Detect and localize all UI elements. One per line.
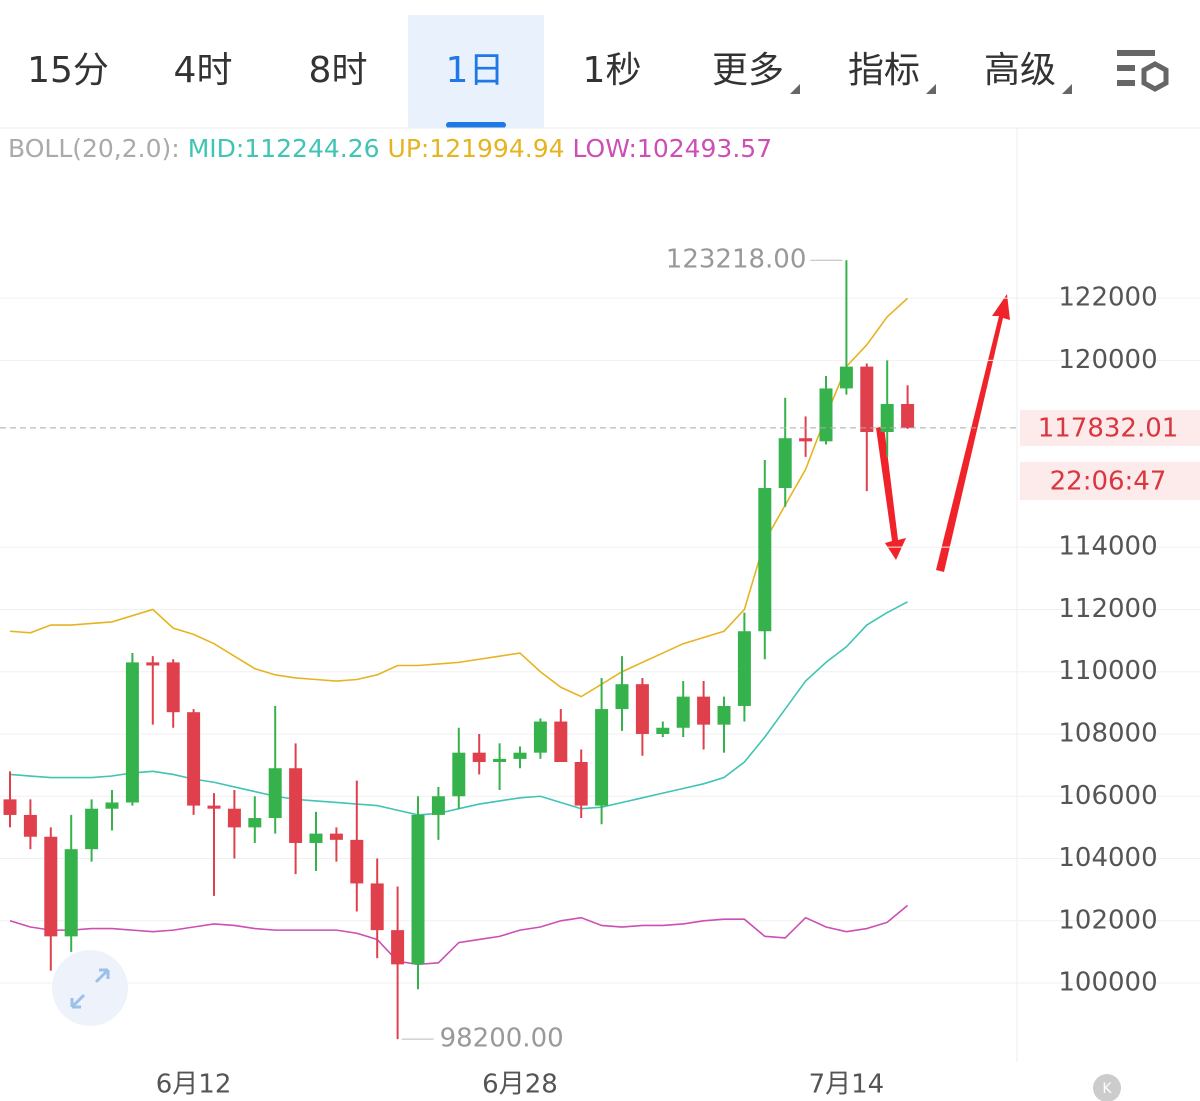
tab[interactable]: 1秒 — [583, 50, 642, 91]
y-tick-label: 108000 — [1058, 718, 1157, 748]
x-tick-label: 6月28 — [482, 1070, 558, 1100]
candle-body — [370, 883, 384, 931]
candle-body — [778, 438, 792, 489]
annotation-arrows — [876, 294, 1010, 572]
active-tab-indicator — [446, 122, 506, 128]
y-tick-label: 114000 — [1058, 532, 1157, 562]
y-tick-label: 100000 — [1058, 968, 1157, 998]
y-tick-label: 102000 — [1058, 905, 1157, 935]
dropdown-caret — [1062, 84, 1072, 94]
y-tick-label: 106000 — [1058, 781, 1157, 811]
icon-bar — [1117, 80, 1135, 86]
candle-body — [248, 818, 262, 828]
y-tick-label: 104000 — [1058, 843, 1157, 873]
k-icon: K — [1102, 1081, 1112, 1097]
icon-hex — [1141, 61, 1169, 92]
candle-body — [85, 808, 99, 850]
candle-body — [635, 684, 649, 734]
candle-body — [146, 662, 160, 666]
indicator-name: BOLL(20,2.0): — [8, 134, 180, 163]
candle-body — [819, 388, 833, 442]
candle-body — [697, 696, 711, 725]
candle-body — [452, 752, 466, 797]
candle-body — [839, 366, 853, 389]
tab[interactable]: 更多 — [712, 50, 784, 91]
settings-icon[interactable] — [1117, 50, 1169, 92]
candle-body — [595, 709, 609, 806]
tab[interactable]: 8时 — [309, 50, 368, 91]
high-label: 123218.00 — [666, 245, 807, 275]
candle-body — [166, 662, 180, 713]
expand-icon — [70, 968, 110, 1009]
candle-body — [615, 684, 629, 710]
timer-bg — [1020, 461, 1200, 500]
candle-body — [676, 696, 690, 728]
price-tag: 117832.01 — [1038, 413, 1179, 443]
candle-body — [64, 849, 78, 937]
x-tick-label: 6月12 — [156, 1070, 232, 1100]
icon-bar — [1117, 65, 1135, 71]
candle-body — [329, 833, 343, 840]
candle-body — [799, 438, 813, 442]
candle-body — [533, 721, 547, 753]
indicator-legend: BOLL(20,2.0): MID:112244.26 UP:121994.94 LO… — [8, 134, 772, 163]
low-label: 98200.00 — [440, 1024, 564, 1054]
candle-body — [554, 721, 568, 763]
arrow-down — [876, 426, 906, 560]
x-tick-label: 7月14 — [809, 1070, 885, 1100]
boll-line — [9, 904, 909, 966]
candle-body — [901, 403, 915, 428]
tab[interactable]: 15分 — [27, 50, 109, 91]
y-tick-label: 122000 — [1058, 283, 1157, 313]
candle-body — [860, 366, 874, 432]
candle-body — [187, 712, 201, 806]
tab[interactable]: 4时 — [174, 50, 233, 91]
dropdown-caret — [926, 84, 936, 94]
candle-body — [3, 799, 17, 815]
indicator-low: LOW:102493.57 — [573, 134, 773, 163]
y-tick-label: 112000 — [1058, 594, 1157, 624]
candle-body — [880, 403, 894, 432]
k-button[interactable] — [1093, 1074, 1121, 1101]
candle-body — [493, 758, 507, 763]
tab[interactable]: 1日 — [446, 50, 505, 91]
expand-button[interactable] — [52, 950, 128, 1026]
candle-body — [23, 814, 37, 837]
candle-body — [431, 796, 445, 815]
candle-body — [105, 802, 119, 809]
candle-body — [289, 768, 303, 843]
indicator-up: UP:121994.94 — [388, 134, 565, 163]
candle-body — [391, 930, 405, 965]
candle-body — [758, 488, 772, 632]
y-tick-label: 110000 — [1058, 656, 1157, 686]
candle-body — [513, 752, 527, 759]
indicator-mid: MID:112244.26 — [188, 134, 380, 163]
candle-body — [44, 836, 58, 937]
candle-body — [411, 814, 425, 965]
arrow-up — [936, 294, 1010, 572]
candle-body — [472, 752, 486, 763]
active-tab-bg — [408, 15, 544, 128]
candle-body — [309, 833, 323, 843]
price-tag-bg — [1020, 409, 1200, 446]
timer: 22:06:47 — [1050, 466, 1167, 496]
candle-body — [125, 662, 139, 803]
candle-body — [656, 727, 670, 734]
boll-line — [9, 297, 909, 698]
dropdown-caret — [790, 84, 800, 94]
candle-body — [737, 631, 751, 706]
candle-body — [574, 762, 588, 806]
tab[interactable]: 高级 — [984, 50, 1056, 91]
icon-bar — [1117, 50, 1155, 56]
candle-body — [268, 768, 282, 819]
candle-body — [717, 705, 731, 725]
candle-body — [227, 808, 241, 828]
candle-body — [350, 839, 364, 884]
candle-body — [207, 805, 221, 809]
tab[interactable]: 指标 — [848, 50, 920, 91]
y-tick-label: 120000 — [1058, 345, 1157, 375]
